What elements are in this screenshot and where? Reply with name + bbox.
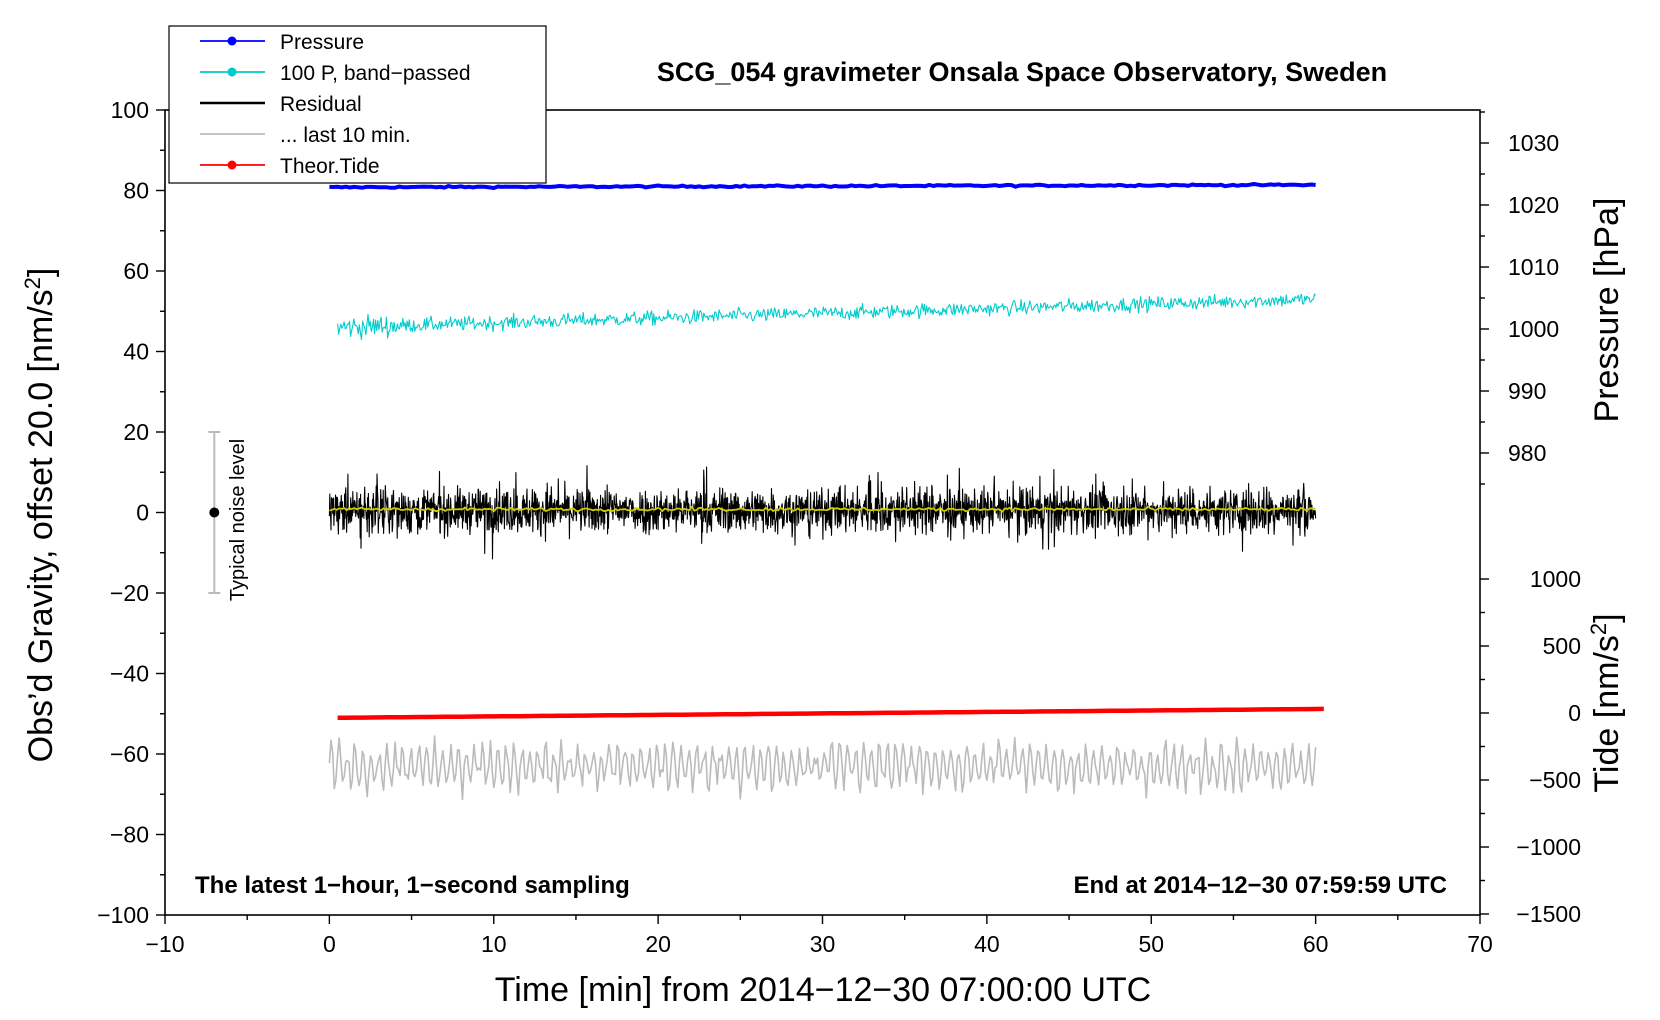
y-left-tick-label: 0 xyxy=(136,500,149,526)
legend-label: ... last 10 min. xyxy=(280,124,411,147)
x-tick-label: −10 xyxy=(145,931,184,957)
annotation-sampling: The latest 1−hour, 1−second sampling xyxy=(195,872,630,899)
x-tick-label: 40 xyxy=(974,931,1000,957)
x-axis: −10 0 10 20 30 40 50 60 70 xyxy=(145,915,1493,957)
y-left-tick-label: −80 xyxy=(110,822,149,848)
legend-label: Residual xyxy=(280,93,362,116)
y-right-pressure-title: Pressure [hPa] xyxy=(1588,198,1626,423)
series-100-p-band-passed xyxy=(337,293,1316,341)
y-right-pressure-tick-label: 1020 xyxy=(1508,192,1559,218)
x-tick-label: 50 xyxy=(1138,931,1164,957)
y-right-tide-tick-label: 1000 xyxy=(1530,566,1581,592)
chart-title: SCG_054 gravimeter Onsala Space Observat… xyxy=(657,57,1387,87)
legend-label: 100 P, band−passed xyxy=(280,62,471,85)
y-left-axis: 100 80 60 40 20 0 −20 −40 −60 −80 −100 xyxy=(97,97,165,928)
y-right-pressure-tick-label: 990 xyxy=(1508,378,1546,404)
y-left-tick-label: −40 xyxy=(110,661,149,687)
y-right-tide-tick-label: −500 xyxy=(1529,767,1581,793)
y-right-tide-tick-label: −1000 xyxy=(1516,834,1581,860)
noise-level-label: Typical noise level xyxy=(227,439,249,601)
x-tick-label: 10 xyxy=(481,931,507,957)
annotation-end-time: End at 2014−12−30 07:59:59 UTC xyxy=(1073,872,1447,899)
x-axis-title: Time [min] from 2014−12−30 07:00:00 UTC xyxy=(495,971,1151,1009)
x-tick-label: 70 xyxy=(1467,931,1493,957)
series-theor-tide xyxy=(337,706,1324,721)
y-right-tide-tick-label: 0 xyxy=(1568,700,1581,726)
y-right-pressure-tick-label: 1010 xyxy=(1508,254,1559,280)
legend-label: Theor.Tide xyxy=(280,155,380,178)
y-left-tick-label: −20 xyxy=(110,580,149,606)
y-left-tick-label: 20 xyxy=(123,419,149,445)
y-left-tick-label: −100 xyxy=(97,902,149,928)
series-pressure xyxy=(329,182,1316,190)
legend-label: Pressure xyxy=(280,31,364,54)
y-right-tide-tick-label: 500 xyxy=(1543,633,1581,659)
legend-marker xyxy=(227,160,237,170)
x-tick-label: 30 xyxy=(810,931,836,957)
y-right-pressure-tick-label: 1030 xyxy=(1508,130,1559,156)
legend: Pressure 100 P, band−passed Residual ... la… xyxy=(168,25,547,184)
y-right-tide-tick-label: −1500 xyxy=(1516,901,1581,927)
y-left-tick-label: 40 xyxy=(123,339,149,365)
x-tick-label: 0 xyxy=(323,931,336,957)
legend-marker xyxy=(227,36,237,46)
series-last-10-min xyxy=(328,735,1317,801)
y-right-pressure-axis: 1030 1020 1010 1000 990 980 xyxy=(1480,111,1559,485)
y-right-pressure-tick-label: 1000 xyxy=(1508,316,1559,342)
x-tick-label: 20 xyxy=(645,931,671,957)
y-left-tick-label: −60 xyxy=(110,741,149,767)
y-left-tick-label: 60 xyxy=(123,258,149,284)
x-tick-label: 60 xyxy=(1303,931,1329,957)
y-right-pressure-tick-label: 980 xyxy=(1508,440,1546,466)
y-left-tick-label: 100 xyxy=(111,97,149,123)
series-layer xyxy=(328,182,1324,801)
series-residual xyxy=(328,465,1317,560)
series-residual-smoothed xyxy=(329,505,1316,513)
legend-marker xyxy=(227,67,237,77)
y-left-tick-label: 80 xyxy=(123,178,149,204)
y-right-tide-title: Tide [nm/s2] xyxy=(1586,613,1626,792)
y-left-axis-title: Obs’d Gravity, offset 20.0 [nm/s2] xyxy=(20,268,60,763)
noise-level-bar xyxy=(208,431,221,594)
legend-box xyxy=(168,25,547,184)
noise-bar-center-dot xyxy=(209,507,220,518)
y-right-tide-axis: 1000 500 0 −500 −1000 −1500 xyxy=(1480,566,1581,927)
